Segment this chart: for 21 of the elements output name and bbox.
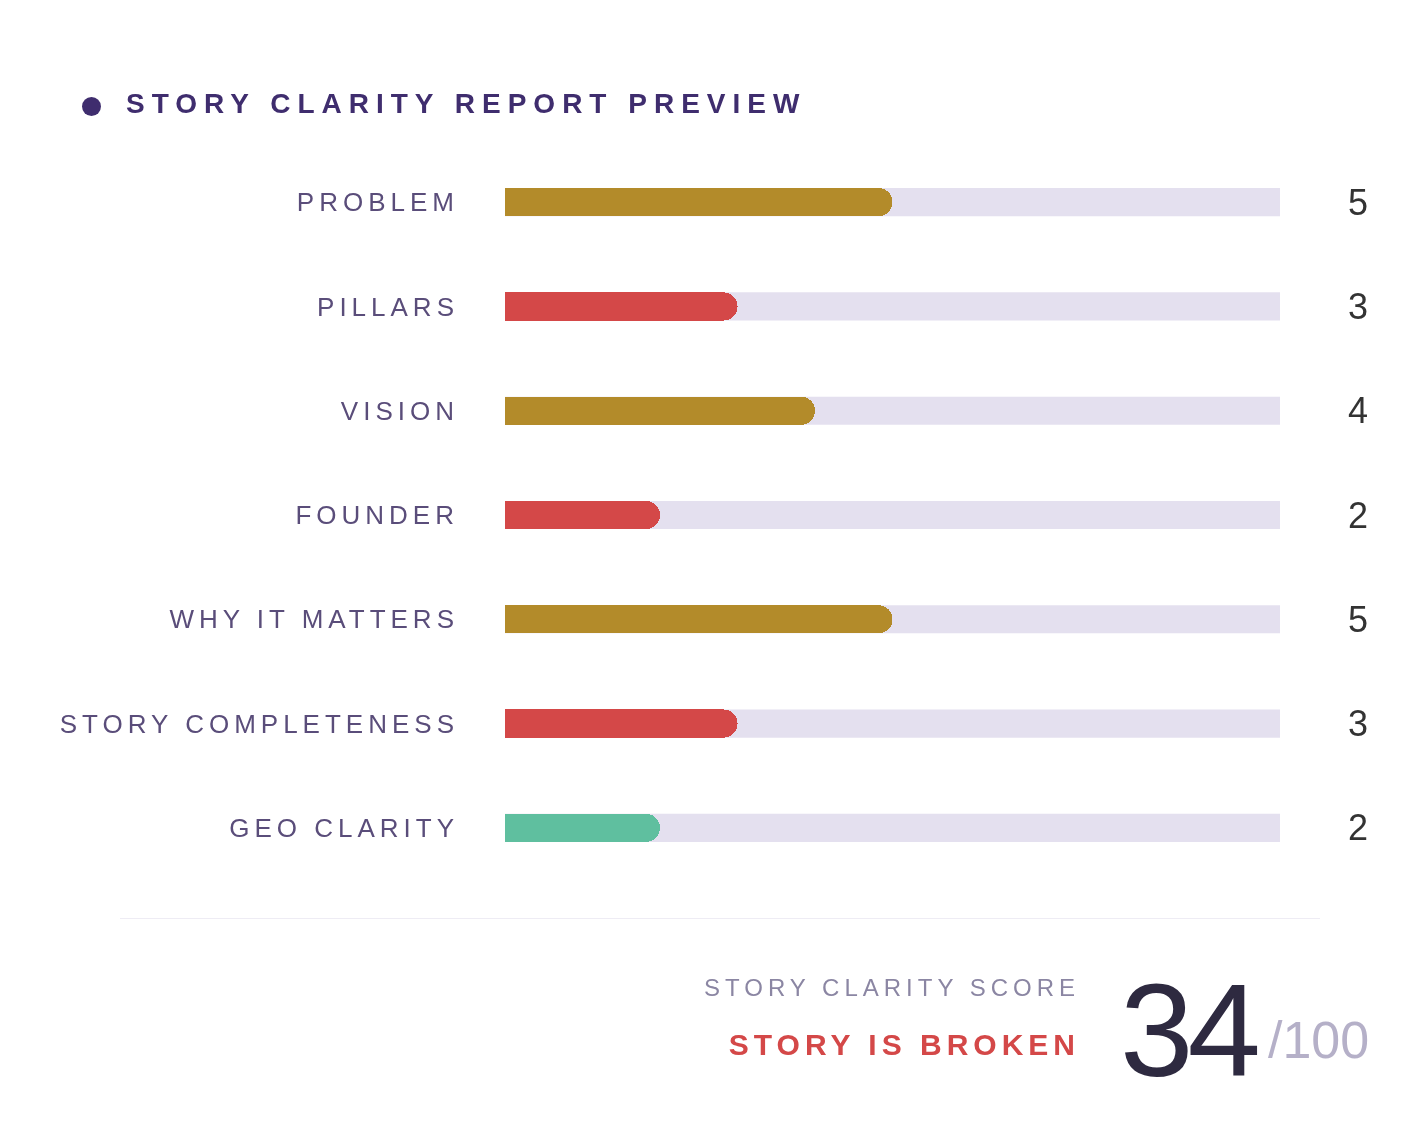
- text: STORY IS BROKEN: [728, 1028, 1080, 1062]
- text: STORY CLARITY SCORE: [704, 974, 1080, 1002]
- y-tick-label: VISION: [340, 395, 459, 426]
- y-tick-label: GEO CLARITY: [229, 812, 459, 843]
- data-label: 2: [1348, 807, 1369, 848]
- y-tick-label: FOUNDER: [295, 500, 459, 531]
- y-tick-label: WHY IT MATTERS: [169, 604, 459, 635]
- bar: [505, 500, 660, 530]
- data-label: 5: [1348, 599, 1369, 640]
- bar: [505, 813, 660, 842]
- chart-title: STORY CLARITY REPORT PREVIEW: [126, 88, 807, 120]
- data-label: 4: [1348, 390, 1369, 431]
- text: 34: [1120, 956, 1255, 1106]
- data-label: 2: [1348, 495, 1369, 536]
- data-label: 3: [1348, 703, 1369, 744]
- y-tick-label: PILLARS: [317, 291, 459, 322]
- text: /100: [1268, 1010, 1370, 1070]
- y-tick-label: STORY COMPLETENESS: [59, 708, 459, 739]
- data-label: 3: [1348, 286, 1369, 327]
- y-tick-label: PROBLEM: [296, 187, 459, 218]
- data-label: 5: [1348, 182, 1369, 223]
